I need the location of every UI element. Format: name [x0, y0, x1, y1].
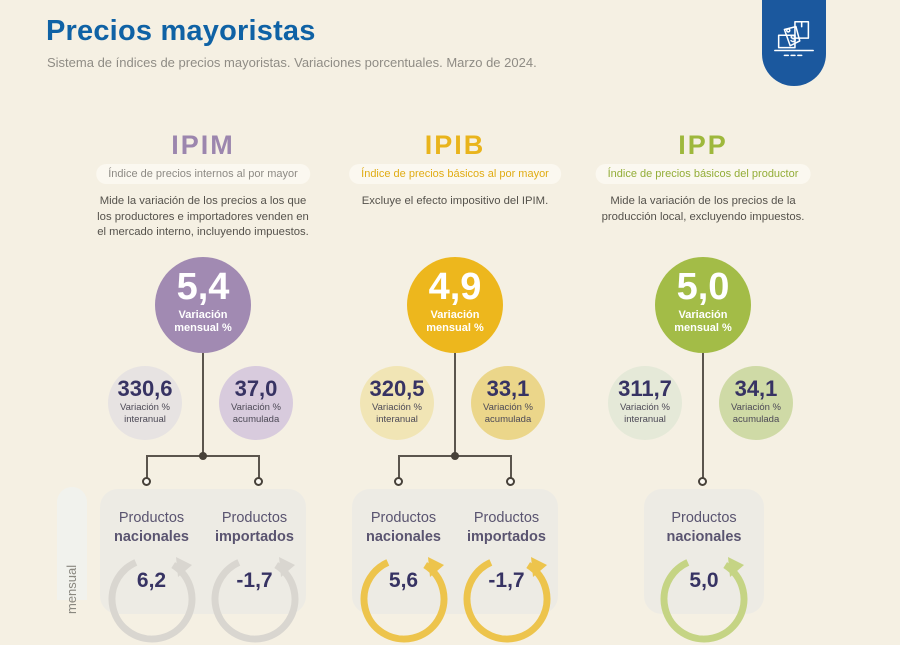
accumulated-circle: 37,0 Variación % acumulada — [219, 366, 293, 440]
product-name: nacionales — [666, 528, 742, 545]
side-axis-label: mensual — [64, 564, 79, 614]
connector-line — [398, 455, 400, 479]
product-group-importados: Productos importados -1,7 — [203, 489, 306, 643]
monthly-label: Variación mensual % — [174, 309, 232, 334]
column-description: Mide la variación de los precios a los q… — [97, 195, 309, 239]
product-group-nacionales: Productos nacionales 6,2 — [100, 489, 203, 643]
product-group-nacionales: Productos nacionales 5,6 — [352, 489, 455, 643]
column-description: Excluye el efecto impositivo del IPIM. — [361, 195, 549, 207]
product-value: 6,2 — [136, 568, 167, 592]
products-card: Productos nacionales 5,0 — [644, 489, 764, 643]
variation-ring-icon — [211, 555, 298, 643]
products-card: Productos nacionales 6,2 Productos impor… — [100, 489, 306, 643]
column-title: IPIB — [424, 130, 486, 160]
accumulated-label: Variación % acumulada — [231, 402, 281, 425]
price-tag-boxes-icon: $ — [774, 21, 814, 57]
monthly-variation-circle: 5,0 Variación mensual % — [655, 257, 751, 353]
interannual-label: Variación % interanual — [372, 402, 422, 425]
connector-end-circle — [254, 477, 263, 486]
connector-line — [702, 353, 704, 479]
column-title: IPIM — [171, 130, 235, 160]
interannual-circle: 311,7 Variación % interanual — [608, 366, 682, 440]
product-name: Productos — [671, 510, 737, 526]
svg-text:$: $ — [790, 33, 796, 45]
accumulated-value: 37,0 — [234, 376, 278, 401]
interannual-label: Variación % interanual — [620, 402, 670, 425]
accumulated-circle: 34,1 Variación % acumulada — [719, 366, 793, 440]
page-title: Precios mayoristas — [46, 15, 316, 47]
column-title: IPP — [678, 130, 728, 160]
monthly-label: Variación mensual % — [674, 309, 732, 334]
monthly-value: 4,9 — [428, 266, 482, 308]
accumulated-label: Variación % acumulada — [483, 402, 533, 425]
connector-line — [146, 455, 148, 479]
accumulated-value: 33,1 — [486, 376, 530, 401]
column-ipp: IPP Índice de precios básicos del produc… — [578, 0, 828, 643]
monthly-label: Variación mensual % — [426, 309, 484, 334]
product-name: nacionales — [114, 528, 189, 545]
monthly-value: 5,0 — [676, 266, 730, 308]
connector-end-circle — [698, 477, 707, 486]
connector-junction-dot — [199, 452, 207, 460]
page-subtitle: Sistema de índices de precios mayoristas… — [47, 55, 537, 70]
monthly-variation-circle: 5,4 Variación mensual % — [155, 257, 251, 353]
variation-ring-icon — [463, 555, 550, 643]
accumulated-label: Variación % acumulada — [731, 402, 781, 425]
product-name: Productos — [370, 510, 437, 526]
product-name: importados — [215, 528, 294, 545]
monthly-variation-circle: 4,9 Variación mensual % — [407, 257, 503, 353]
column-description: Mide la variación de los precios de la p… — [601, 195, 805, 223]
connector-line — [454, 353, 456, 455]
product-value: 5,0 — [689, 568, 719, 592]
product-value: -1,7 — [488, 568, 525, 592]
product-name: nacionales — [366, 528, 441, 545]
interannual-value: 330,6 — [117, 376, 173, 401]
connector-end-circle — [506, 477, 515, 486]
variation-ring-icon — [108, 555, 195, 643]
interannual-value: 311,7 — [618, 376, 672, 401]
connector-line — [258, 455, 260, 479]
product-group-importados: Productos importados -1,7 — [455, 489, 558, 643]
interannual-label: Variación % interanual — [120, 402, 170, 425]
column-subtitle-pill: Índice de precios básicos del productor — [595, 164, 811, 184]
indec-badge: $ — [762, 0, 826, 86]
accumulated-value: 34,1 — [734, 376, 778, 401]
product-value: 5,6 — [388, 568, 419, 592]
product-value: -1,7 — [236, 568, 273, 592]
interannual-circle: 330,6 Variación % interanual — [108, 366, 182, 440]
products-card: Productos nacionales 5,6 Productos impor… — [352, 489, 558, 643]
product-name: Productos — [118, 510, 185, 526]
connector-line — [202, 353, 204, 455]
side-axis-bar — [57, 487, 87, 600]
column-ipib: IPIB Índice de precios básicos al por ma… — [330, 0, 580, 643]
connector-end-circle — [142, 477, 151, 486]
monthly-value: 5,4 — [176, 266, 230, 308]
product-name: Productos — [473, 510, 540, 526]
column-ipim: IPIM Índice de precios internos al por m… — [78, 0, 328, 643]
variation-ring-icon — [660, 555, 748, 643]
product-group-nacionales: Productos nacionales 5,0 — [644, 489, 764, 643]
interannual-circle: 320,5 Variación % interanual — [360, 366, 434, 440]
column-subtitle-pill: Índice de precios básicos al por mayor — [349, 164, 561, 184]
variation-ring-icon — [360, 555, 447, 643]
connector-line — [510, 455, 512, 479]
interannual-value: 320,5 — [369, 376, 425, 401]
product-name: Productos — [221, 510, 288, 526]
accumulated-circle: 33,1 Variación % acumulada — [471, 366, 545, 440]
connector-end-circle — [394, 477, 403, 486]
connector-junction-dot — [451, 452, 459, 460]
product-name: importados — [467, 528, 546, 545]
column-subtitle-pill: Índice de precios internos al por mayor — [96, 164, 310, 184]
